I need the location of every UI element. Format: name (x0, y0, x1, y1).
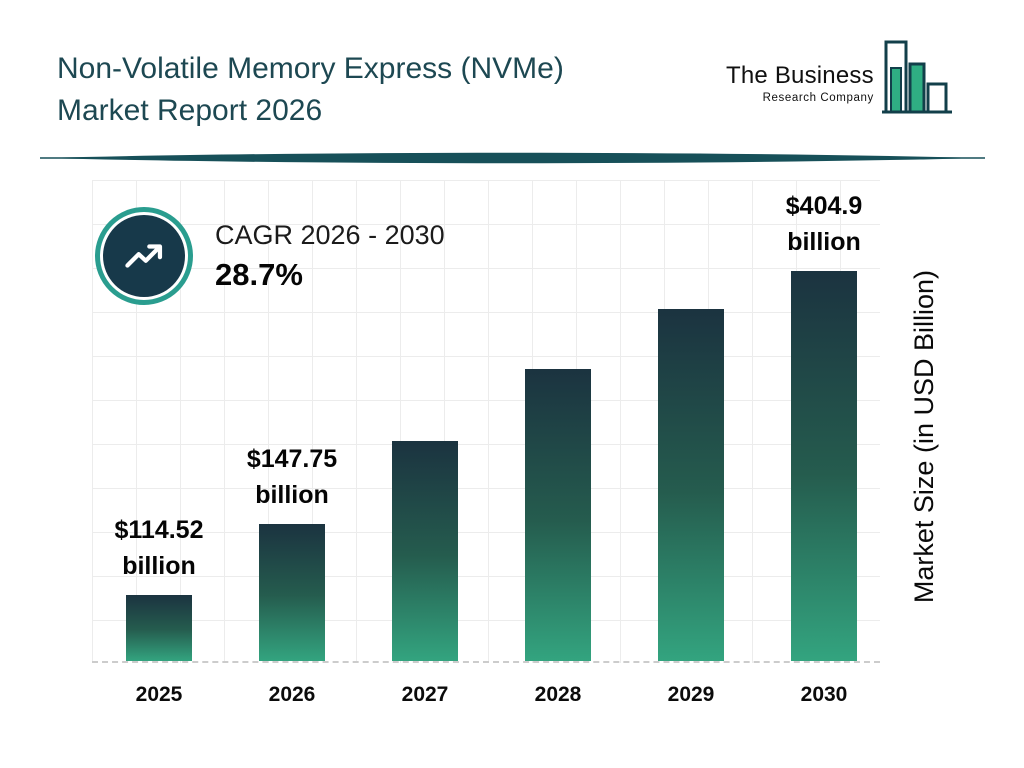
bar-2025 (126, 595, 192, 661)
logo-name: The Business (726, 62, 874, 89)
bar-value-line: $404.9 (785, 191, 863, 220)
bar-value-line: billion (122, 551, 196, 580)
cagr-badge: CAGR 2026 - 2030 28.7% (95, 207, 445, 305)
logo-subtitle: Research Company (762, 92, 874, 104)
bar-2029 (658, 309, 724, 661)
bar-value-label-2030: $404.9 billion (786, 188, 862, 261)
bar-value-line: billion (787, 227, 861, 256)
page-title: Non-Volatile Memory Express (NVMe) Marke… (57, 48, 564, 132)
bar-value-line: $147.75 (246, 444, 338, 473)
title-line-1: Non-Volatile Memory Express (NVMe) (57, 52, 564, 85)
bar-2028 (525, 369, 591, 661)
x-tick-label-2026: 2026 (268, 683, 316, 706)
bar-2030 (791, 271, 857, 661)
cagr-circle (95, 207, 193, 305)
cagr-value: 28.7% (215, 256, 303, 292)
title-line-2: Market Report 2026 (57, 94, 323, 127)
y-axis: Market Size (in USD Billion) (898, 195, 950, 678)
x-tick-label-2028: 2028 (534, 683, 582, 706)
bar-2027 (392, 441, 458, 661)
cagr-text: CAGR 2026 - 2030 28.7% (215, 220, 445, 293)
bar-2026 (259, 524, 325, 661)
bar-value-line: $114.52 (114, 515, 204, 544)
company-logo: The Business Research Company (726, 38, 968, 118)
y-axis-label: Market Size (in USD Billion) (908, 269, 939, 604)
x-tick-label-2027: 2027 (401, 683, 449, 706)
bar-value-label-2025: $114.52 billion (115, 512, 204, 585)
logo-text: The Business Research Company (726, 62, 874, 104)
logo-bars-icon (881, 40, 952, 114)
trending-up-icon (103, 215, 185, 297)
divider (40, 152, 985, 164)
bar-value-line: billion (255, 480, 329, 509)
x-tick-label-2029: 2029 (667, 683, 715, 706)
cagr-label: CAGR 2026 - 2030 (215, 219, 445, 250)
x-tick-label-2030: 2030 (800, 683, 848, 706)
bar-chart: $114.52 billion 2025 $147.75 billion 2026 2027… (92, 180, 880, 706)
x-tick-label-2025: 2025 (135, 683, 183, 706)
bar-value-label-2026: $147.75 billion (247, 441, 337, 514)
